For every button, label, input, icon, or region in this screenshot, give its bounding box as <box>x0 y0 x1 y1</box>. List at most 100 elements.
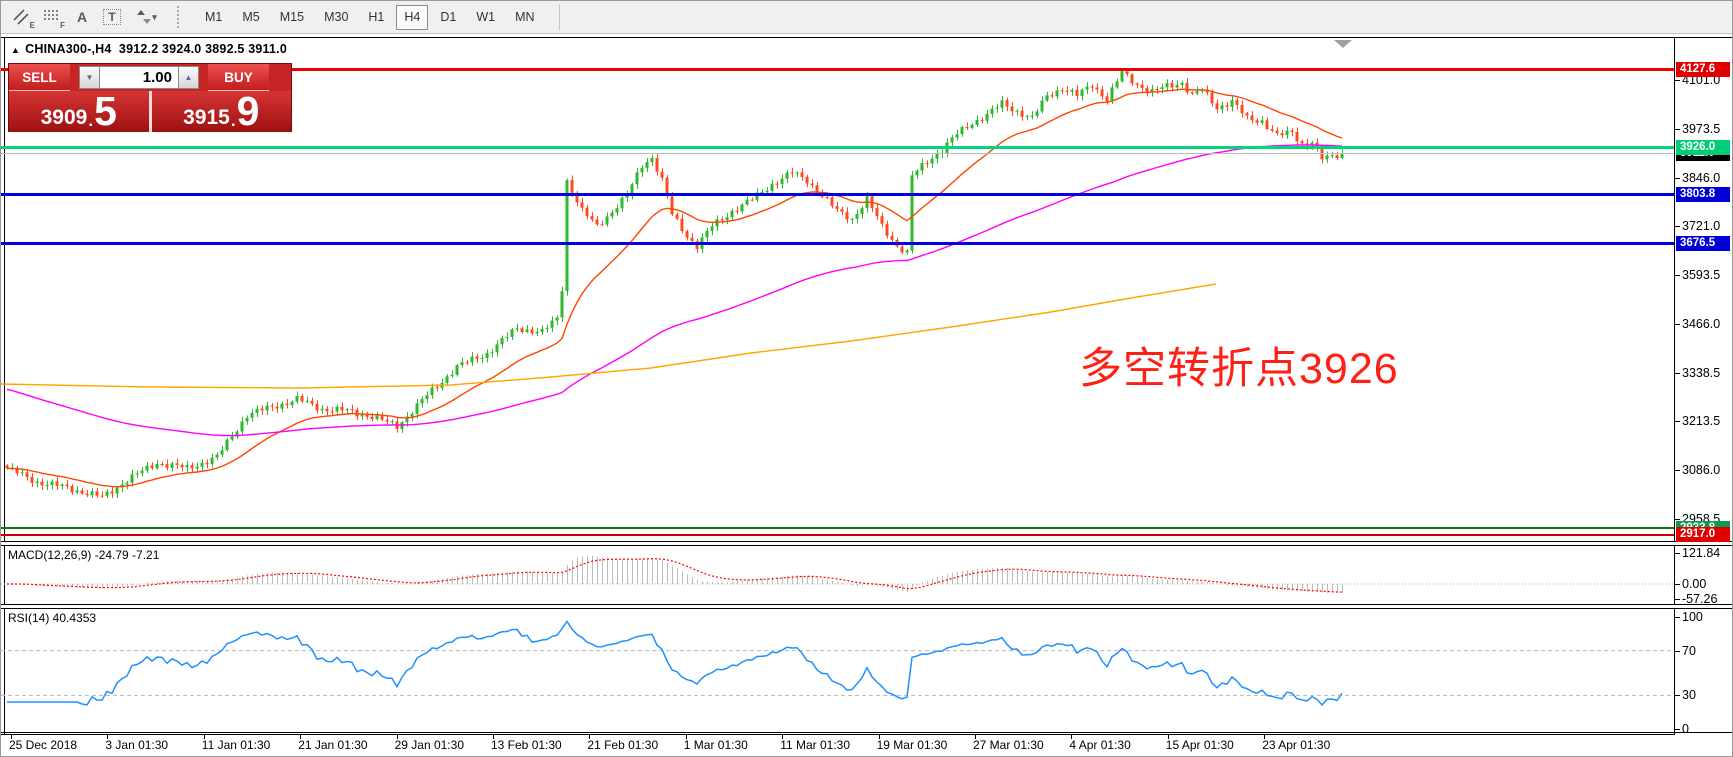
price-tick-mark <box>1674 470 1680 471</box>
trade-prices-row: 3909. 5 3915. 9 <box>9 91 291 132</box>
macd-indicator-label: MACD(12,26,9) -24.79 -7.21 <box>8 548 160 562</box>
rsi-tick-label: 30 <box>1682 688 1696 703</box>
time-tick-mark <box>493 734 494 739</box>
sell-price-main: 3909 <box>40 105 88 129</box>
price-level-badge: 4127.6 <box>1676 62 1730 77</box>
timeframe-button-M5[interactable]: M5 <box>234 5 267 30</box>
chart-top-border <box>1 37 1732 38</box>
text-tool-icon: A <box>76 9 88 25</box>
buy-button[interactable]: BUY <box>208 64 269 91</box>
macd-canvas[interactable] <box>1 546 1674 604</box>
time-tick-mark <box>11 734 12 739</box>
timeframe-button-MN[interactable]: MN <box>507 5 542 30</box>
chart-annotation-text: 多空转折点3926 <box>1079 345 1399 393</box>
panel-separator[interactable] <box>1 604 1732 609</box>
time-tick-mark <box>1071 734 1073 739</box>
price-level-badge: 3803.8 <box>1676 187 1730 202</box>
price-level-badge: 3676.5 <box>1676 236 1730 251</box>
timeframe-button-H1[interactable]: H1 <box>360 5 392 30</box>
macd-tick-mark <box>1674 598 1680 600</box>
price-level-badge: 2917.0 <box>1676 527 1730 542</box>
price-tick-label: 3213.5 <box>1682 414 1721 429</box>
sell-button[interactable]: SELL <box>9 64 70 91</box>
time-tick-label: 11 Jan 01:30 <box>201 738 271 752</box>
timeframe-button-H4[interactable]: H4 <box>396 4 429 30</box>
time-tick-label: 21 Jan 01:30 <box>298 738 368 752</box>
time-tick-label: 4 Apr 01:30 <box>1069 738 1131 752</box>
time-tick-mark <box>1167 734 1169 739</box>
time-tick-label: 11 Mar 01:30 <box>780 738 851 752</box>
timeframe-button-M15[interactable]: M15 <box>272 5 312 30</box>
rsi-indicator-label: RSI(14) 40.4353 <box>8 611 97 625</box>
time-tick-mark <box>589 734 591 739</box>
chart-left-border <box>4 37 5 734</box>
volume-input[interactable] <box>100 66 178 89</box>
macd-tick-mark <box>1674 553 1680 554</box>
time-tick-mark <box>203 734 205 739</box>
price-tick-label: 3466.0 <box>1682 316 1721 331</box>
fibonacci-tool-button[interactable]: F <box>37 5 67 30</box>
text-box-tool-button[interactable]: T <box>97 5 127 30</box>
macd-tick-label: 0.00 <box>1682 577 1707 591</box>
rsi-canvas[interactable] <box>1 609 1674 732</box>
text-tool-button[interactable]: A <box>67 5 97 30</box>
price-tick-mark <box>1674 519 1680 520</box>
chart-symbol-title[interactable]: ▲ CHINA300-,H4 3912.2 3924.0 3892.5 3911.… <box>11 42 287 56</box>
timeframe-button-group: M1 M5 M15 M30 H1 H4 D1 W1 MN <box>195 4 545 30</box>
time-tick-mark <box>782 734 784 739</box>
price-chart-canvas[interactable] <box>1 37 1674 541</box>
price-tick-label: 3973.5 <box>1682 121 1721 136</box>
equidistant-channel-tool-button[interactable]: E <box>7 5 37 30</box>
time-tick-label: 27 Mar 01:30 <box>973 738 1044 752</box>
symbol-name: CHINA300-,H4 <box>25 42 112 56</box>
timeframe-button-M1[interactable]: M1 <box>197 5 230 30</box>
arrows-icon <box>137 10 152 24</box>
toolbar: E F A T ▾ M1 M5 M15 M30 H1 H4 D1 W1 MN <box>1 1 1732 34</box>
volume-decrease-button[interactable]: ▼ <box>79 66 100 89</box>
horizontal-level-line <box>1 193 1674 196</box>
timeframe-button-D1[interactable]: D1 <box>432 5 464 30</box>
price-tick-mark <box>1674 275 1680 276</box>
price-tick-label: 3086.0 <box>1682 463 1721 477</box>
time-tick-mark <box>1264 734 1266 739</box>
price-level-badge: 3926.0 <box>1676 140 1730 155</box>
buy-price[interactable]: 3915. 9 <box>151 88 291 135</box>
time-tick-label: 19 Mar 01:30 <box>876 738 948 752</box>
macd-tick-mark <box>1674 584 1680 585</box>
time-tick-label: 29 Jan 01:30 <box>394 738 464 752</box>
price-tick-mark <box>1674 80 1680 81</box>
sell-price[interactable]: 3909. 5 <box>9 91 149 132</box>
price-axis-border <box>1674 37 1675 734</box>
chart-shift-marker-icon[interactable] <box>1334 40 1352 48</box>
buy-price-big-digit: 9 <box>236 88 260 135</box>
time-tick-label: 3 Jan 01:30 <box>105 738 169 752</box>
price-tick-mark <box>1674 421 1680 423</box>
time-tick-label: 23 Apr 01:30 <box>1262 738 1331 752</box>
time-tick-mark <box>975 734 976 739</box>
price-tick-mark <box>1674 226 1680 227</box>
time-tick-mark <box>300 734 302 739</box>
price-tick-label: 3721.0 <box>1682 219 1721 233</box>
horizontal-level-line <box>1 146 1674 149</box>
macd-tick-label: -57.26 <box>1682 591 1718 606</box>
chevron-down-icon: ▾ <box>152 11 157 22</box>
rsi-tick-mark <box>1674 695 1680 697</box>
arrows-tool-button[interactable]: ▾ <box>127 5 167 30</box>
timeframe-button-M30[interactable]: M30 <box>316 5 356 30</box>
timeframe-button-W1[interactable]: W1 <box>468 5 503 30</box>
equidistant-channel-label: E <box>29 20 35 30</box>
volume-increase-button[interactable]: ▲ <box>178 66 199 89</box>
price-divider <box>148 91 152 132</box>
sell-price-big-digit: 5 <box>94 88 117 135</box>
equidistant-channel-icon <box>13 9 29 25</box>
price-tick-mark <box>1674 177 1680 179</box>
ohlc-values: 3912.2 3924.0 3892.5 3911.0 <box>118 42 287 56</box>
toolbar-drag-grip[interactable] <box>177 6 187 28</box>
time-tick-mark <box>107 734 109 739</box>
sell-price-dot: . <box>88 111 94 130</box>
panel-separator[interactable] <box>1 541 1732 546</box>
rsi-tick-mark <box>1674 617 1680 618</box>
rsi-tick-label: 100 <box>1682 610 1703 624</box>
horizontal-level-line <box>1 242 1674 245</box>
horizontal-level-line <box>1 68 1674 71</box>
